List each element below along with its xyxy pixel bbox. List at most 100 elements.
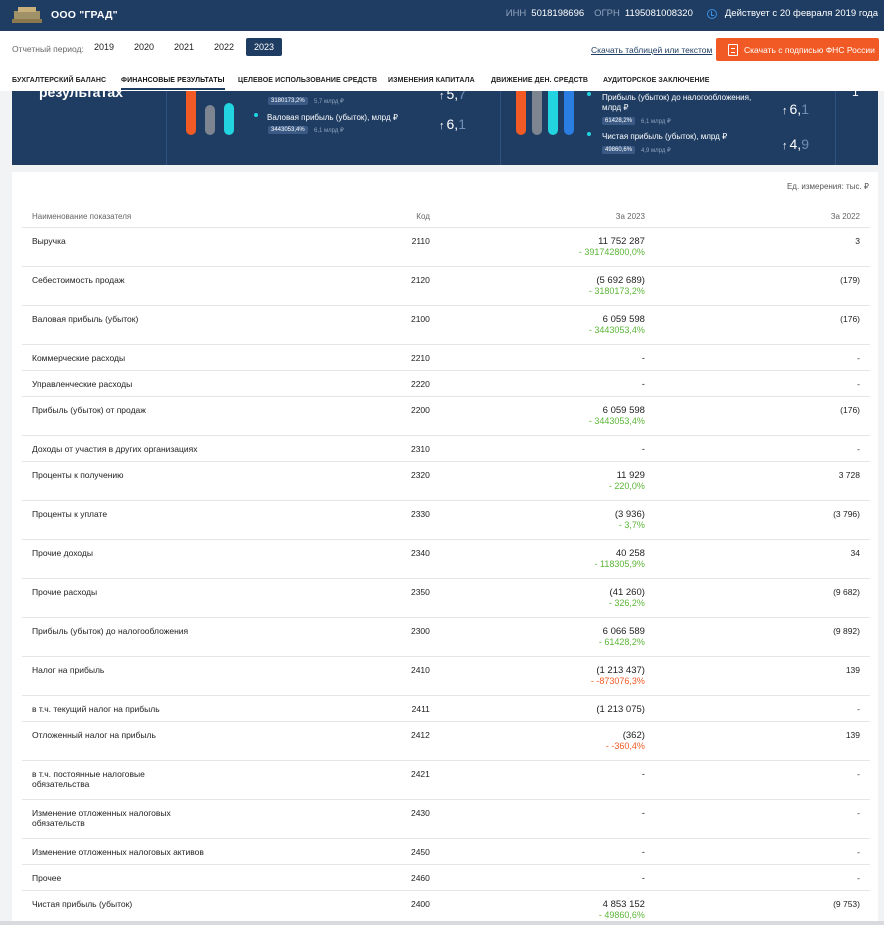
row-name: Прибыль (убыток) до налогообложения (22, 617, 225, 657)
row-name: в т.ч. постоянные налоговые обязательств… (22, 760, 225, 800)
arrow-up-icon: ↑ (782, 140, 788, 152)
ogrn-value: 1195081008320 (624, 8, 693, 19)
row-code: 2310 (224, 435, 440, 462)
current-value: 6 059 598 (602, 314, 645, 325)
year-button[interactable]: 2021 (173, 42, 195, 52)
change-badge: 61428,2% (602, 117, 636, 125)
row-code: 2410 (224, 656, 440, 696)
table-row: Прочие расходы 2350 (41 260) - 326,2% (9 682… (22, 578, 870, 618)
financial-results-table: Наименование показателя Код За 2023 За 2… (22, 208, 870, 925)
value-caption: 4,9 млрд ₽ (641, 148, 671, 154)
row-code: 2421 (224, 760, 440, 800)
chart-bar (205, 105, 215, 135)
row-current: - (439, 864, 655, 891)
row-previous: - (654, 799, 870, 839)
row-code: 2220 (224, 370, 440, 397)
table-row: Коммерческие расходы 2210 - - (22, 344, 870, 371)
row-previous: (9 753) (654, 890, 870, 925)
row-previous: - (654, 864, 870, 891)
year-button[interactable]: 2022 (213, 42, 235, 52)
tab-target-use[interactable]: Целевое использование средств (238, 77, 378, 84)
year-button-active[interactable]: 2023 (246, 38, 282, 56)
row-code: 2320 (224, 461, 440, 501)
company-name[interactable]: ООО "ГРАД" (51, 9, 118, 21)
change-value: - 391742800,0% (578, 247, 645, 257)
download-signed-label: Скачать с подписью ФНС России (744, 44, 875, 55)
change-value: - -360,4% (605, 741, 645, 751)
row-previous: - (654, 435, 870, 462)
row-current: 6 066 589- 61428,2% (439, 617, 655, 657)
arrow-up-icon: ↑ (439, 90, 445, 102)
download-table-link[interactable]: Скачать таблицей или текстом (591, 45, 713, 55)
table-row: в т.ч. постоянные налоговые обязательств… (22, 760, 870, 800)
row-current: 11 929- 220,0% (439, 461, 655, 501)
download-signed-button[interactable]: Скачать с подписью ФНС России (716, 38, 879, 61)
row-name: Изменение отложенных налоговых обязатель… (22, 799, 225, 839)
row-code: 2200 (224, 396, 440, 436)
row-current: - (439, 760, 655, 800)
current-value: 4 853 152 (602, 899, 645, 910)
table-body: Выручка 2110 11 752 287- 391742800,0% 3 Себе… (22, 227, 870, 925)
row-name: Прочее (22, 864, 225, 891)
current-value: - (641, 847, 645, 858)
row-previous: (176) (654, 305, 870, 345)
chart-bar (564, 87, 574, 135)
horizontal-scrollbar[interactable] (0, 921, 884, 925)
row-code: 2450 (224, 838, 440, 865)
row-name: Доходы от участия в других организациях (22, 435, 225, 462)
year-button[interactable]: 2020 (133, 42, 155, 52)
summary-band: результатах 3180173,2% 5,7 млрд ₽ ↑ 5,7 В… (12, 87, 878, 165)
row-name: Прочие доходы (22, 539, 225, 579)
row-code: 2411 (224, 695, 440, 722)
current-value: 6 059 598 (602, 405, 645, 416)
table-row: Себестоимость продаж 2120 (5 692 689) - 318… (22, 266, 870, 306)
row-code: 2110 (224, 227, 440, 267)
change-badge: 49860,6% (602, 146, 636, 154)
table-row: Проценты к получению 2320 11 929- 220,0% 3 … (22, 461, 870, 501)
row-current: (362) - -360,4% (439, 721, 655, 761)
units-label: Ед. измерения: тыс. ₽ (786, 182, 869, 191)
row-current: (1 213 075) (439, 695, 655, 722)
chart-bar (186, 87, 196, 135)
big-value: ↑ 6,1 (439, 116, 466, 132)
change-badge: 3443053,4% (268, 126, 308, 134)
row-previous: 34 (654, 539, 870, 579)
divider (835, 87, 836, 165)
change-value: - 3180173,2% (588, 286, 645, 296)
change-value: - 49860,6% (598, 910, 645, 920)
company-logo (12, 7, 42, 23)
row-previous: (179) (654, 266, 870, 306)
row-current: 11 752 287- 391742800,0% (439, 227, 655, 267)
current-value: 6 066 589 (602, 626, 645, 637)
year-button[interactable]: 2019 (93, 42, 115, 52)
legend-dot (587, 132, 591, 136)
clock-icon (706, 8, 717, 19)
row-name: Коммерческие расходы (22, 344, 225, 371)
change-value: - 3,7% (618, 520, 645, 530)
row-name: Чистая прибыль (убыток) (22, 890, 225, 925)
tab-capital-changes[interactable]: Изменения капитала (388, 77, 475, 84)
current-value: (362) (622, 730, 645, 741)
tab-balance[interactable]: Бухгалтерский баланс (12, 77, 107, 84)
row-code: 2430 (224, 799, 440, 839)
metric-label: Чистая прибыль (убыток), млрд ₽ (602, 132, 728, 141)
chart-bar (224, 103, 234, 135)
tab-financial-results[interactable]: Финансовые результаты (121, 77, 225, 90)
row-previous: - (654, 344, 870, 371)
tab-audit[interactable]: Аудиторское заключение (603, 77, 710, 84)
legend-dot (254, 113, 258, 117)
current-value: (3 936) (614, 509, 645, 520)
row-previous: (9 682) (654, 578, 870, 618)
status-text: Действует с 20 февраля 2019 года (724, 8, 878, 19)
inn-value: 5018198696 (531, 8, 585, 19)
table-row: Выручка 2110 11 752 287- 391742800,0% 3 (22, 227, 870, 267)
column-header-previous: За 2022 (654, 208, 870, 228)
table-row: Прибыль (убыток) до налогообложения 2300 6… (22, 617, 870, 657)
row-name: Проценты к получению (22, 461, 225, 501)
row-code: 2210 (224, 344, 440, 371)
table-row: Чистая прибыль (убыток) 2400 4 853 152- 49… (22, 890, 870, 925)
tab-cash-flow[interactable]: Движение ден. средств (491, 77, 589, 84)
row-name: Проценты к уплате (22, 500, 225, 540)
value-caption: 6,1 млрд ₽ (641, 119, 671, 125)
table-row: Управленческие расходы 2220 - - (22, 370, 870, 397)
